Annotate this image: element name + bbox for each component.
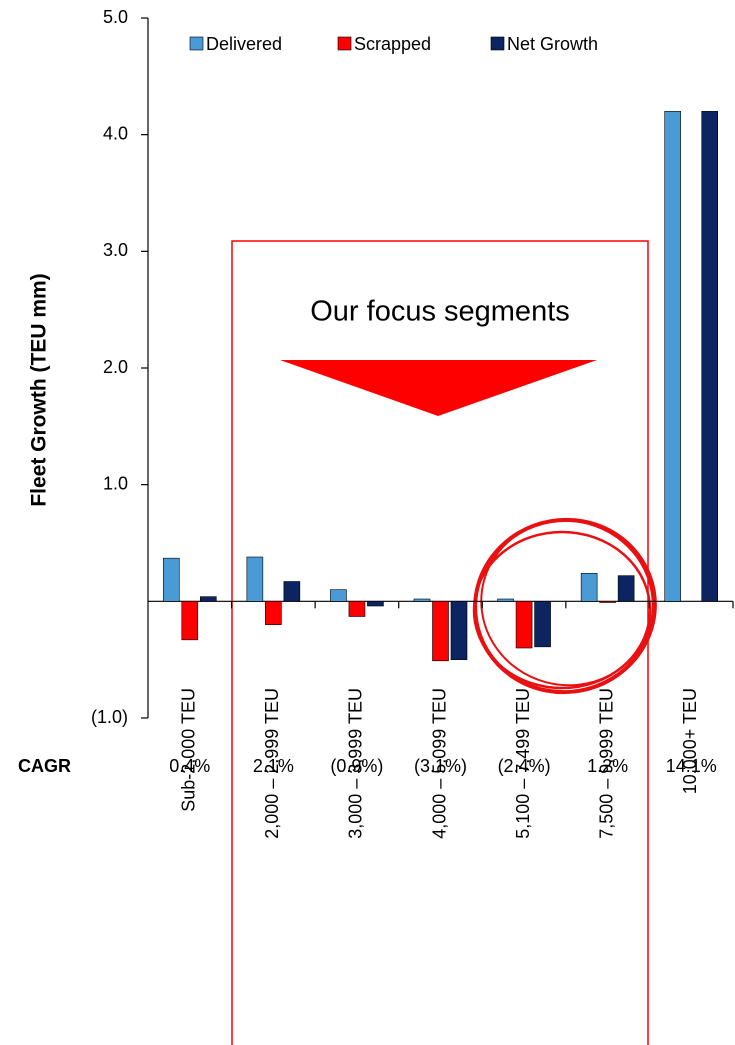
cagr-value: 14.1% [666,756,717,776]
bar [599,601,616,603]
x-tick-label: 3,000 – 3,999 TEU [346,688,366,839]
legend-label: Net Growth [507,34,598,54]
bar [283,581,301,602]
cagr-value: (0.9%) [330,756,383,776]
y-tick-label: 3.0 [103,240,128,260]
annotation-arrow [280,360,597,416]
legend-swatch [490,36,505,51]
bar [265,601,282,625]
x-tick-label: 7,500 – 9,999 TEU [596,688,616,839]
focus-box [231,240,649,1045]
bar [701,111,719,602]
bar [534,601,551,648]
annotation: Our focus segments [310,296,570,328]
legend-label: Scrapped [354,34,431,54]
bar [432,601,449,662]
cagr-value: (2.4%) [498,756,551,776]
bar [246,556,264,602]
bar [580,573,598,602]
cagr-label: CAGR [18,756,71,776]
bar [162,557,180,602]
bar [450,601,468,660]
bar [515,601,533,649]
bar [330,589,347,602]
cagr-value: (3.1%) [414,756,467,776]
legend-swatch [337,36,352,51]
cagr-value: 2.1% [253,756,294,776]
cagr-value: 1.2% [587,756,628,776]
bar [664,111,682,602]
bar [199,596,217,602]
cagr-value: 0.4% [169,756,210,776]
y-tick-label: (1.0) [91,707,128,727]
bar [413,598,431,602]
bar [617,575,635,602]
y-tick-label: 5.0 [103,7,128,27]
legend-label: Delivered [206,34,282,54]
bar [181,601,199,641]
x-tick-label: 5,100 – 7,499 TEU [513,688,533,839]
legend-swatch [189,36,204,51]
bar [367,601,384,607]
y-tick-label: 1.0 [103,473,128,493]
bar [348,601,366,617]
x-tick-label: 4,000 – 5,099 TEU [429,688,449,839]
x-tick-label: 10,000+ TEU [680,688,700,794]
x-tick-label: Sub-2,000 TEU [179,688,199,812]
y-tick-label: 2.0 [103,357,128,377]
x-tick-label: 2,000 – 2,999 TEU [262,688,282,839]
y-axis-label: Fleet Growth (TEU mm) [28,273,51,506]
highlight-circle [472,517,657,695]
bar [497,598,514,602]
y-tick-label: 4.0 [103,123,128,143]
